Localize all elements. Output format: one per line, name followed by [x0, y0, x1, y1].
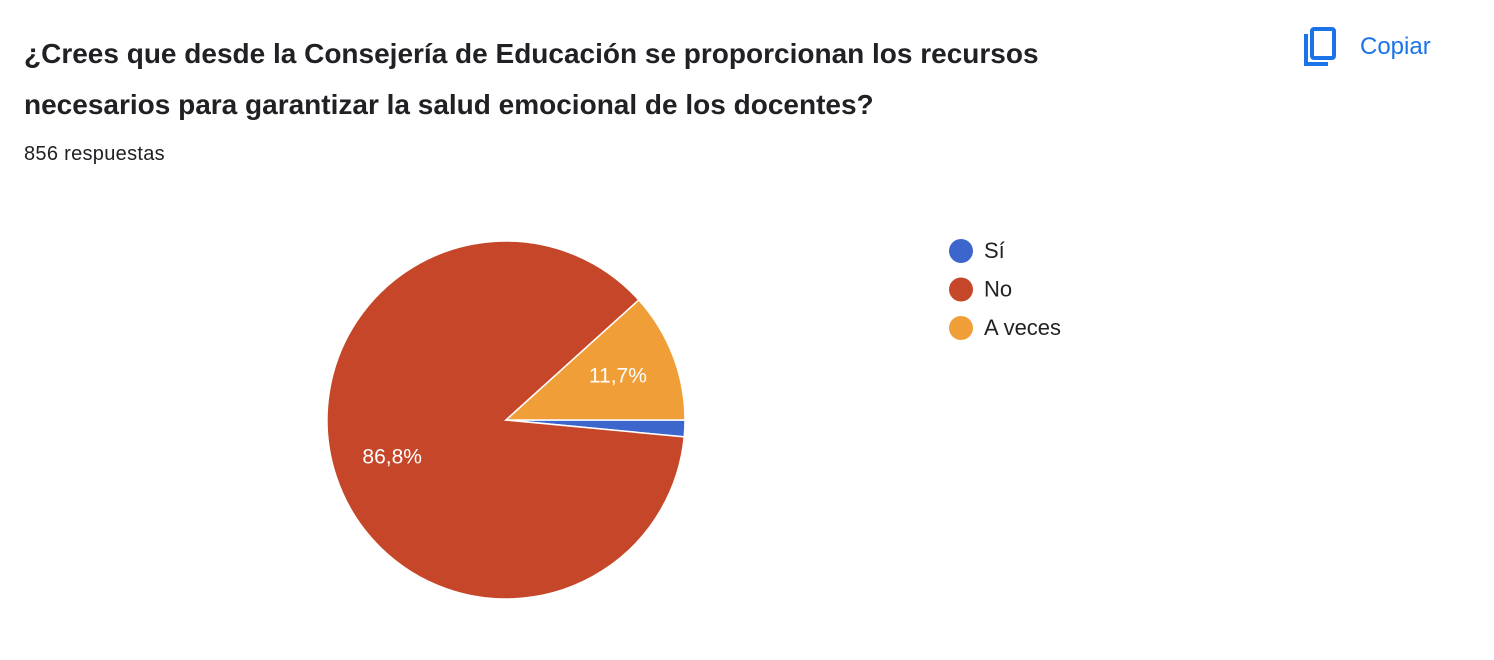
legend-label: No [984, 276, 1012, 301]
legend-label: A veces [984, 315, 1061, 340]
chart-title: ¿Crees que desde la Consejería de Educac… [24, 38, 1039, 120]
pie-slice [504, 298, 686, 421]
legend-marker [949, 239, 973, 263]
copy-label[interactable]: Copiar [1360, 33, 1431, 60]
copy-button[interactable]: Copiar [1302, 26, 1431, 68]
response-count: 856 respuestas [24, 143, 165, 165]
legend-marker [949, 277, 973, 302]
slice-label: 86,8% [362, 445, 422, 468]
slice-label: 11,7% [589, 364, 647, 387]
legend-label: Sí [984, 238, 1005, 263]
copy-icon [1304, 27, 1336, 66]
legend-marker [949, 316, 973, 340]
